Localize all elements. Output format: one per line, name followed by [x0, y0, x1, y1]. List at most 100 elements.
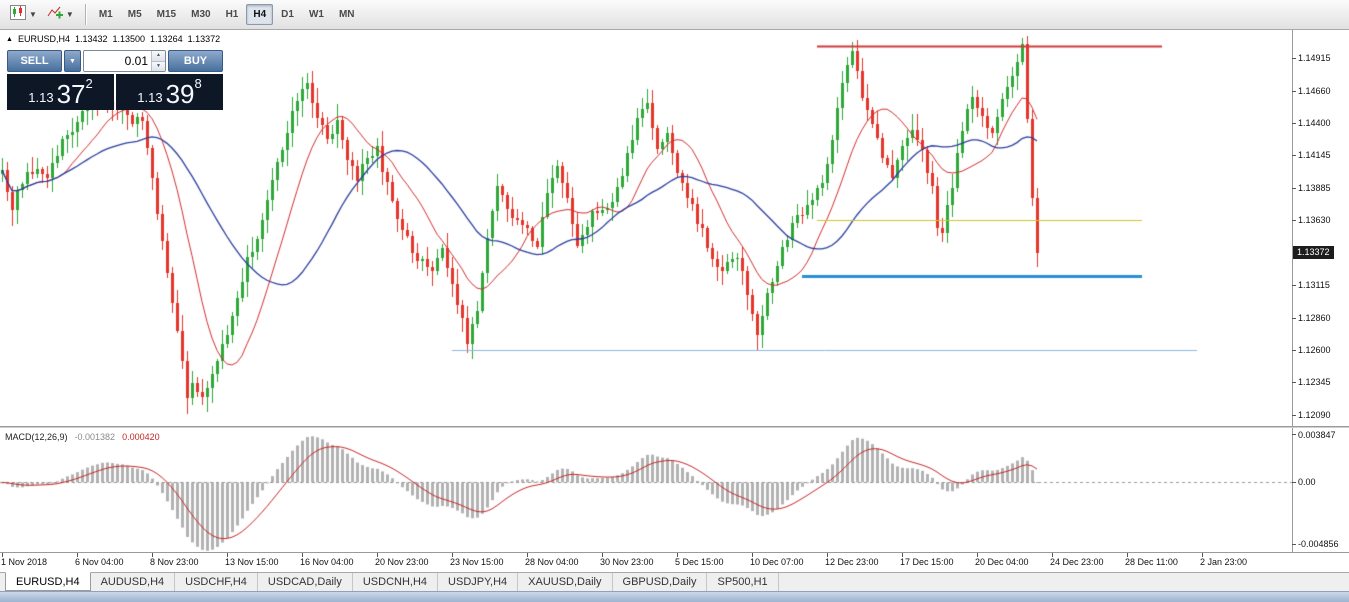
indicators-button[interactable]: ▼ — [42, 3, 79, 27]
volume-stepper: ▲ ▼ — [151, 51, 165, 71]
price-scale-label: 1.13885 — [1298, 183, 1331, 194]
buy-price-pip-digit: 8 — [194, 76, 202, 91]
price-scale-tick — [1292, 123, 1296, 124]
time-axis-label: 5 Dec 15:00 — [675, 557, 724, 567]
add-indicator-icon — [47, 5, 63, 25]
chart-tab-gbpusd-daily[interactable]: GBPUSD,Daily — [613, 573, 708, 591]
time-axis-label: 28 Dec 11:00 — [1125, 557, 1178, 567]
sell-price-display[interactable]: 1.13 37 2 — [7, 74, 114, 110]
chart-tab-usdchf-h4[interactable]: USDCHF,H4 — [175, 573, 258, 591]
time-axis-tick — [752, 553, 753, 557]
timeframe-button-m30[interactable]: M30 — [184, 4, 217, 25]
caret-down-icon: ▼ — [29, 9, 37, 19]
price-scale-label: 1.14400 — [1298, 118, 1331, 129]
chart-tabs-bar: EURUSD,H4 AUDUSD,H4 USDCHF,H4 USDCAD,Daily U… — [0, 572, 1349, 591]
time-axis-label: 16 Nov 04:00 — [300, 557, 354, 567]
time-axis-label: 24 Dec 23:00 — [1050, 557, 1104, 567]
volume-increase-button[interactable]: ▲ — [152, 51, 165, 61]
buy-price-display[interactable]: 1.13 39 8 — [116, 74, 223, 110]
macd-scale-tick — [1292, 482, 1296, 483]
price-scale-label: 1.14145 — [1298, 150, 1331, 161]
time-axis-tick — [77, 553, 78, 557]
time-axis-label: 2 Jan 23:00 — [1200, 557, 1248, 567]
current-price-badge: 1.13372 — [1293, 246, 1334, 260]
one-click-trading-panel: SELL ▼ ▲ ▼ BUY 1.13 37 2 — [7, 50, 223, 110]
time-axis-label: 17 Dec 15:00 — [900, 557, 954, 567]
macd-scale-label: -0.004856 — [1298, 538, 1339, 549]
price-scale-tick — [1292, 318, 1296, 319]
price-scale-label: 1.14660 — [1298, 85, 1331, 96]
sell-button[interactable]: SELL — [7, 50, 62, 72]
candlestick-chart-icon — [10, 4, 26, 25]
chart-ohlc-header: ▲ EURUSD,H4 1.13432 1.13500 1.13264 1.13… — [6, 34, 220, 44]
chart-tab-usdcad-daily[interactable]: USDCAD,Daily — [258, 573, 353, 591]
price-scale-tick — [1292, 415, 1296, 416]
buy-price-prefix: 1.13 — [137, 90, 163, 105]
time-axis-tick — [452, 553, 453, 557]
time-axis-tick — [527, 553, 528, 557]
time-axis-label: 6 Nov 04:00 — [75, 557, 124, 567]
caret-down-icon: ▼ — [65, 9, 74, 19]
time-axis-tick — [1202, 553, 1203, 557]
macd-scale-tick — [1292, 544, 1296, 545]
price-scale-tick — [1292, 188, 1296, 189]
price-scale-tick — [1292, 91, 1296, 92]
time-axis-tick — [827, 553, 828, 557]
chart-tab-usdcnh-h4[interactable]: USDCNH,H4 — [353, 573, 439, 591]
horizontal-scrollbar[interactable] — [0, 591, 1349, 602]
timeframe-button-h4[interactable]: H4 — [246, 4, 274, 25]
toolbar: ▼ ▼ M1 M5 M15 M30 H1 H4 D1 W1 MN — [0, 0, 1349, 30]
price-scale-label: 1.12090 — [1298, 409, 1331, 420]
timeframe-button-mn[interactable]: MN — [332, 4, 362, 25]
macd-main-value: -0.001382 — [74, 432, 116, 442]
macd-label: MACD(12,26,9) -0.001382 0.000420 — [5, 432, 160, 442]
time-axis-label: 1 Nov 2018 — [1, 557, 48, 567]
ohlc-open-value: 1.13432 — [74, 34, 108, 44]
price-scale-label: 1.13115 — [1298, 280, 1330, 291]
timeframe-button-d1[interactable]: D1 — [274, 4, 301, 25]
chart-tab-sp500-h1[interactable]: SP500,H1 — [707, 573, 779, 591]
timeframe-button-m5[interactable]: M5 — [121, 4, 149, 25]
chart-type-button[interactable]: ▼ — [5, 3, 42, 27]
symbol-marker-icon: ▲ — [6, 35, 13, 43]
timeframe-button-m1[interactable]: M1 — [92, 4, 120, 25]
macd-scale-label: 0.00 — [1298, 477, 1316, 488]
macd-indicator-canvas[interactable] — [0, 428, 1292, 552]
price-scale-label: 1.12600 — [1298, 345, 1331, 356]
buy-price-big-digits: 39 — [165, 79, 195, 109]
price-scale-tick — [1292, 220, 1296, 221]
time-axis-label: 23 Nov 15:00 — [450, 557, 504, 567]
ohlc-low-value: 1.13264 — [150, 34, 183, 44]
price-scale-tick — [1292, 155, 1296, 156]
time-axis-tick — [977, 553, 978, 557]
ohlc-close-value: 1.13372 — [187, 34, 221, 44]
timeframe-button-m15[interactable]: M15 — [150, 4, 183, 25]
macd-scale-tick — [1292, 434, 1296, 435]
chart-tab-audusd-h4[interactable]: AUDUSD,H4 — [91, 573, 176, 591]
timeframe-button-h1[interactable]: H1 — [219, 4, 246, 25]
price-scale-tick — [1292, 382, 1296, 383]
chart-tab-usdjpy-h4[interactable]: USDJPY,H4 — [438, 573, 519, 591]
macd-scale-label: 0.003847 — [1298, 430, 1336, 440]
time-axis-label: 10 Dec 07:00 — [750, 557, 804, 567]
price-scale-label: 1.12860 — [1298, 312, 1331, 323]
time-axis-tick — [2, 553, 3, 557]
caret-down-icon: ▼ — [69, 57, 76, 65]
price-scale-label: 1.14915 — [1298, 53, 1331, 64]
sell-price-prefix: 1.13 — [28, 90, 54, 105]
time-axis-label: 20 Nov 23:00 — [375, 557, 429, 567]
chart-tab-eurusd-h4[interactable]: EURUSD,H4 — [5, 572, 91, 591]
toolbar-separator — [84, 4, 86, 25]
order-options-button[interactable]: ▼ — [64, 50, 81, 72]
macd-signal-value: 0.000420 — [122, 432, 160, 442]
panel-splitter[interactable] — [0, 426, 1349, 428]
timeframe-button-w1[interactable]: W1 — [302, 4, 331, 25]
buy-button[interactable]: BUY — [168, 50, 223, 72]
sell-price-pip-digit: 2 — [85, 76, 93, 91]
volume-decrease-button[interactable]: ▼ — [152, 60, 165, 71]
volume-input[interactable] — [84, 51, 151, 71]
chart-tab-xauusd-daily[interactable]: XAUUSD,Daily — [518, 573, 613, 591]
price-scale-label: 1.12345 — [1298, 377, 1331, 388]
time-axis-tick — [377, 553, 378, 557]
